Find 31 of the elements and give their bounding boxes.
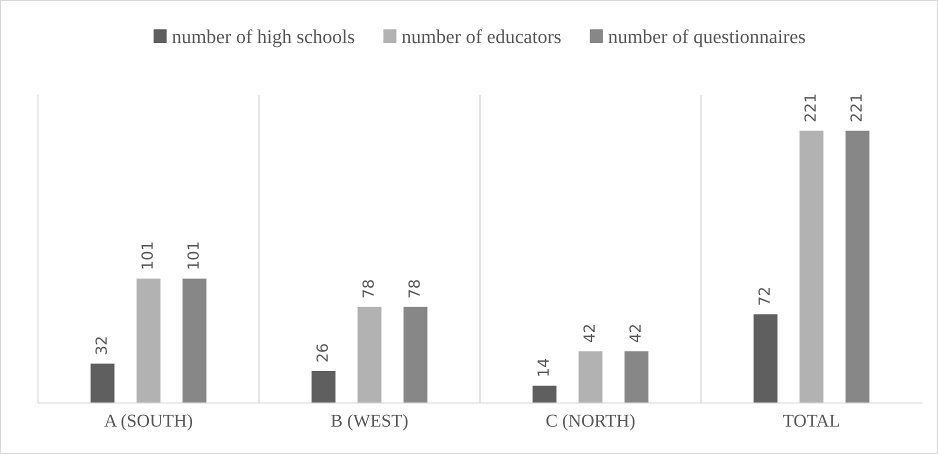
data-label: 221 — [804, 94, 816, 122]
bar — [404, 306, 428, 403]
bar — [532, 386, 556, 403]
x-tick-label: TOTAL — [783, 414, 840, 427]
x-tick-label: A (SOUTH) — [104, 414, 192, 430]
x-tick-label: B (WEST) — [331, 414, 408, 430]
bar — [624, 351, 648, 403]
bar — [846, 130, 870, 403]
bar — [578, 351, 602, 403]
data-label: 32 — [95, 337, 107, 354]
bar — [182, 278, 206, 403]
data-label: 42 — [583, 325, 595, 342]
bar — [90, 364, 114, 403]
legend-label: number of educators — [402, 29, 561, 44]
data-label: 72 — [758, 288, 770, 305]
bar — [754, 314, 778, 403]
bar — [800, 130, 824, 403]
data-label: 14 — [538, 358, 549, 376]
data-label: 42 — [629, 325, 641, 342]
x-tick-label: C (NORTH) — [546, 414, 635, 430]
data-label: 101 — [187, 242, 199, 269]
bar — [358, 306, 382, 403]
data-label: 78 — [362, 280, 374, 298]
bar — [136, 278, 160, 403]
data-label: 221 — [850, 94, 862, 122]
data-label: 78 — [408, 280, 420, 298]
bar — [312, 370, 336, 403]
data-label: 101 — [141, 242, 153, 269]
data-label: 26 — [316, 344, 328, 362]
legend-label: number of high schools — [172, 29, 354, 48]
legend-label: number of questionnaires — [608, 29, 805, 48]
